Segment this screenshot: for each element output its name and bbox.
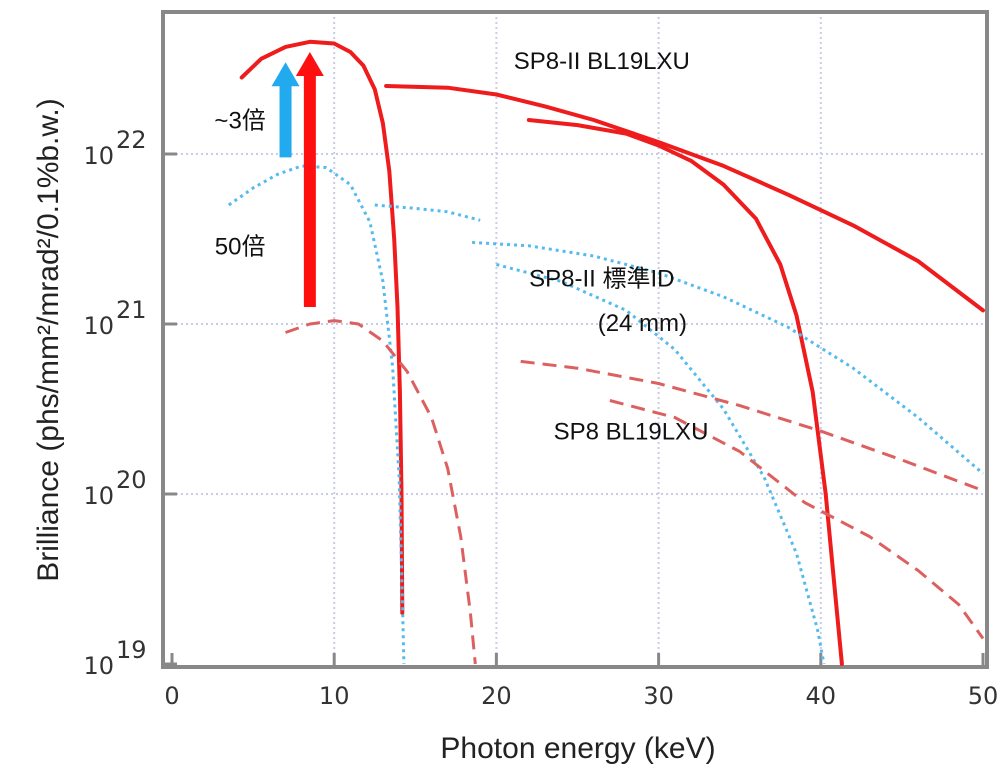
x-tick-label: 0 <box>164 682 179 710</box>
series-line <box>384 84 985 313</box>
arrow-blue <box>271 62 300 158</box>
x-tick-labels: 0 10 20 30 40 50 <box>164 682 998 710</box>
y-tick-exponent: 19 <box>116 636 147 664</box>
y-tick-base: 10 <box>83 652 114 680</box>
series-dotted <box>227 164 984 665</box>
series-line <box>227 164 406 665</box>
annotation-group: SP8-II BL19LXU SP8-II 標準ID (24 mm) SP8 BL19… <box>214 48 708 446</box>
x-tick-label: 30 <box>643 682 674 710</box>
grid <box>166 12 986 667</box>
annotation-label: SP8-II 標準ID <box>529 266 674 293</box>
arrow-head <box>295 52 324 76</box>
y-tick-base: 10 <box>83 142 114 170</box>
series-line <box>472 240 984 475</box>
annotation-label: 50倍 <box>215 233 266 260</box>
annotation-label: ~3倍 <box>214 108 265 135</box>
series-line <box>520 359 984 493</box>
annotation-label: SP8 BL19LXU <box>554 419 709 446</box>
series-line <box>374 203 481 222</box>
series-line <box>609 399 985 640</box>
y-tick-exponent: 21 <box>116 296 147 324</box>
x-tick-label: 40 <box>806 682 837 710</box>
axis-ticks <box>163 152 985 667</box>
arrow-head <box>271 62 300 87</box>
series-line <box>285 319 477 665</box>
x-tick-label: 50 <box>968 682 999 710</box>
y-tick-base: 10 <box>83 312 114 340</box>
y-tick-base: 10 <box>83 482 114 510</box>
y-axis-label: Brilliance (phs/mm²/mrad²/0.1%b.w.) <box>32 98 65 581</box>
series-line <box>526 118 844 666</box>
series-line <box>496 263 826 665</box>
annotation-label: (24 mm) <box>598 310 687 337</box>
arrow-group <box>271 52 324 307</box>
x-tick-label: 10 <box>319 682 350 710</box>
series-solid <box>239 39 985 666</box>
y-tick-exponent: 22 <box>116 126 147 154</box>
y-tick-exponent: 20 <box>116 466 147 494</box>
series-group <box>227 39 985 666</box>
x-axis-label: Photon energy (keV) <box>440 732 715 765</box>
arrow-red <box>295 52 324 307</box>
annotation-label: SP8-II BL19LXU <box>514 48 690 75</box>
plot-frame <box>161 10 989 669</box>
series-dashed <box>285 319 985 665</box>
x-tick-label: 20 <box>481 682 512 710</box>
